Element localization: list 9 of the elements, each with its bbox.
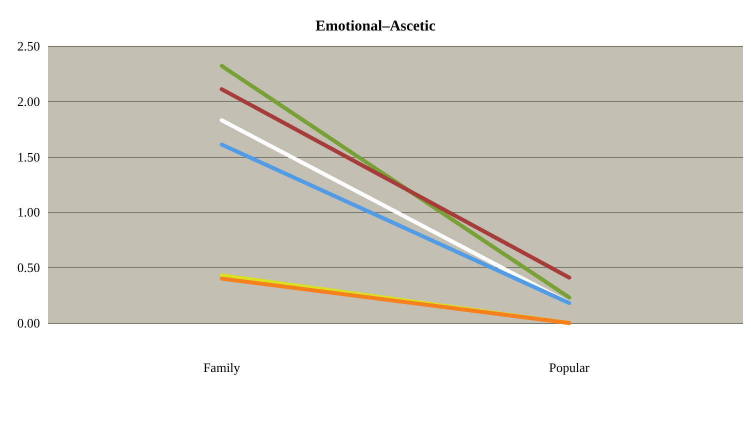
- y-tick-label: 2.00: [17, 94, 40, 109]
- y-tick-label: 1.50: [17, 149, 40, 164]
- chart-title: Emotional–Ascetic: [316, 18, 436, 34]
- y-tick-label: 0.00: [17, 316, 40, 330]
- x-tick-label: Popular: [549, 360, 590, 375]
- y-tick-label: 0.50: [17, 260, 40, 276]
- y-tick-label: 2.50: [17, 38, 40, 54]
- x-tick-label: Family: [203, 360, 241, 375]
- y-tick-label: 1.00: [17, 204, 40, 220]
